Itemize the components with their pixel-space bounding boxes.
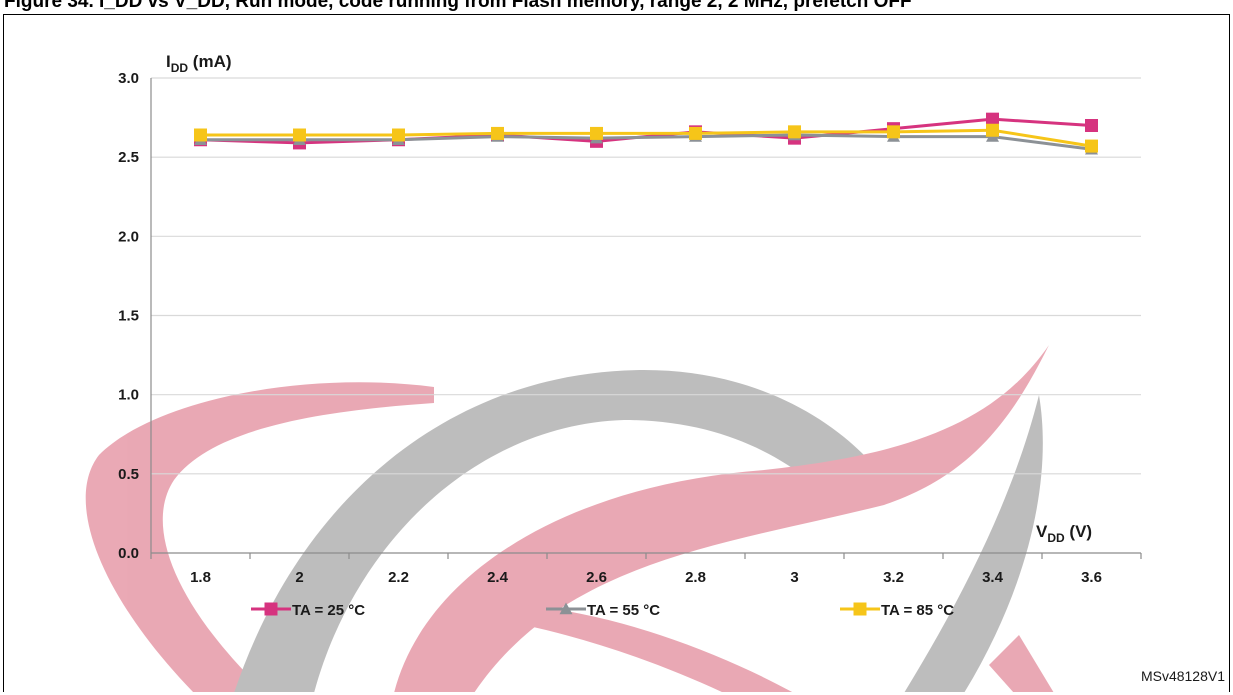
axes xyxy=(150,78,1142,559)
legend-marker-2 xyxy=(853,602,867,616)
figure-id: MSv48128V1 xyxy=(1140,668,1225,684)
series-2-point-3 xyxy=(491,126,504,140)
legend-marker-0 xyxy=(264,602,278,616)
series-line-1 xyxy=(200,133,1092,151)
x-tick-labels: 1.8 2 2.2 2.4 2.6 2.8 3 3.2 3.4 3.6 xyxy=(190,569,1102,586)
x-axis-title-unit: (V) xyxy=(1065,522,1092,541)
series-2-point-6 xyxy=(788,125,801,139)
series-2-point-1 xyxy=(293,128,306,142)
y-axis-title-sub: DD xyxy=(171,61,189,75)
data-series xyxy=(194,112,1098,155)
y-axis-title: IDD (mA) xyxy=(166,52,232,75)
watermark-logo xyxy=(85,345,1054,692)
x-tick-label-2: 2.2 xyxy=(388,569,409,586)
y-axis-title-main: I xyxy=(166,52,171,71)
series-2-point-0 xyxy=(194,128,207,142)
x-tick-label-1: 2 xyxy=(295,569,303,586)
legend-label-0: TA = 25 °C xyxy=(292,602,365,619)
y-axis-title-unit: (mA) xyxy=(188,52,231,71)
x-axis-title: VDD (V) xyxy=(1036,522,1092,545)
y-tick-label-0: 0.0 xyxy=(118,545,139,562)
series-0-point-8 xyxy=(986,112,999,126)
series-line-2 xyxy=(200,128,1092,148)
y-tick-label-2: 1.0 xyxy=(118,387,139,404)
x-tick-label-3: 2.4 xyxy=(487,569,509,586)
x-tick-label-0: 1.8 xyxy=(190,569,211,586)
legend-label-1: TA = 55 °C xyxy=(587,602,660,619)
y-tick-label-6: 3.0 xyxy=(118,70,139,87)
x-axis-title-sub: DD xyxy=(1047,531,1065,545)
y-tick-label-3: 1.5 xyxy=(118,308,139,325)
watermark-red-arc xyxy=(85,382,434,692)
series-2-point-7 xyxy=(887,125,900,139)
figure-caption: Figure 34. I_DD vs V_DD, Run mode, code … xyxy=(4,0,912,12)
series-2-point-4 xyxy=(590,126,603,140)
y-tick-label-4: 2.0 xyxy=(118,228,139,245)
series-0-point-9 xyxy=(1085,119,1098,132)
watermark-red-lower xyxy=(524,605,793,692)
series-2 xyxy=(194,123,1098,153)
y-tick-labels: 0.0 0.5 1.0 1.5 2.0 2.5 3.0 xyxy=(118,70,139,562)
line-chart: 0.0 0.5 1.0 1.5 2.0 2.5 3.0 1.8 2 2.2 2.4 2.6 2.8 3 3… xyxy=(85,52,1142,692)
legend-label-2: TA = 85 °C xyxy=(881,602,954,619)
y-tick-label-5: 2.5 xyxy=(118,149,139,166)
figure-frame: 0.0 0.5 1.0 1.5 2.0 2.5 3.0 1.8 2 2.2 2.4 2.6 2.8 3 3… xyxy=(3,14,1230,692)
x-tick-label-5: 2.8 xyxy=(685,569,706,586)
watermark-red-swoosh xyxy=(394,345,1049,692)
legend-marker-1 xyxy=(559,602,573,615)
y-tick-label-1: 0.5 xyxy=(118,466,139,483)
x-tick-label-4: 2.6 xyxy=(586,569,607,586)
watermark-red-corner xyxy=(989,635,1054,692)
watermark-grey-tail xyxy=(904,395,1043,692)
x-tick-label-8: 3.4 xyxy=(982,569,1004,586)
grid-lines xyxy=(151,77,1141,475)
x-tick-label-9: 3.6 xyxy=(1081,569,1102,586)
x-tick-label-7: 3.2 xyxy=(883,569,904,586)
series-2-point-2 xyxy=(392,128,405,142)
x-tick-label-6: 3 xyxy=(790,569,798,586)
x-axis-title-main: V xyxy=(1036,522,1048,541)
series-2-point-8 xyxy=(986,123,999,137)
series-2-point-5 xyxy=(689,126,702,140)
watermark-grey-ring xyxy=(234,370,864,692)
legend: TA = 25 °C TA = 55 °C TA = 85 °C xyxy=(251,602,954,619)
series-2-point-9 xyxy=(1085,139,1098,153)
